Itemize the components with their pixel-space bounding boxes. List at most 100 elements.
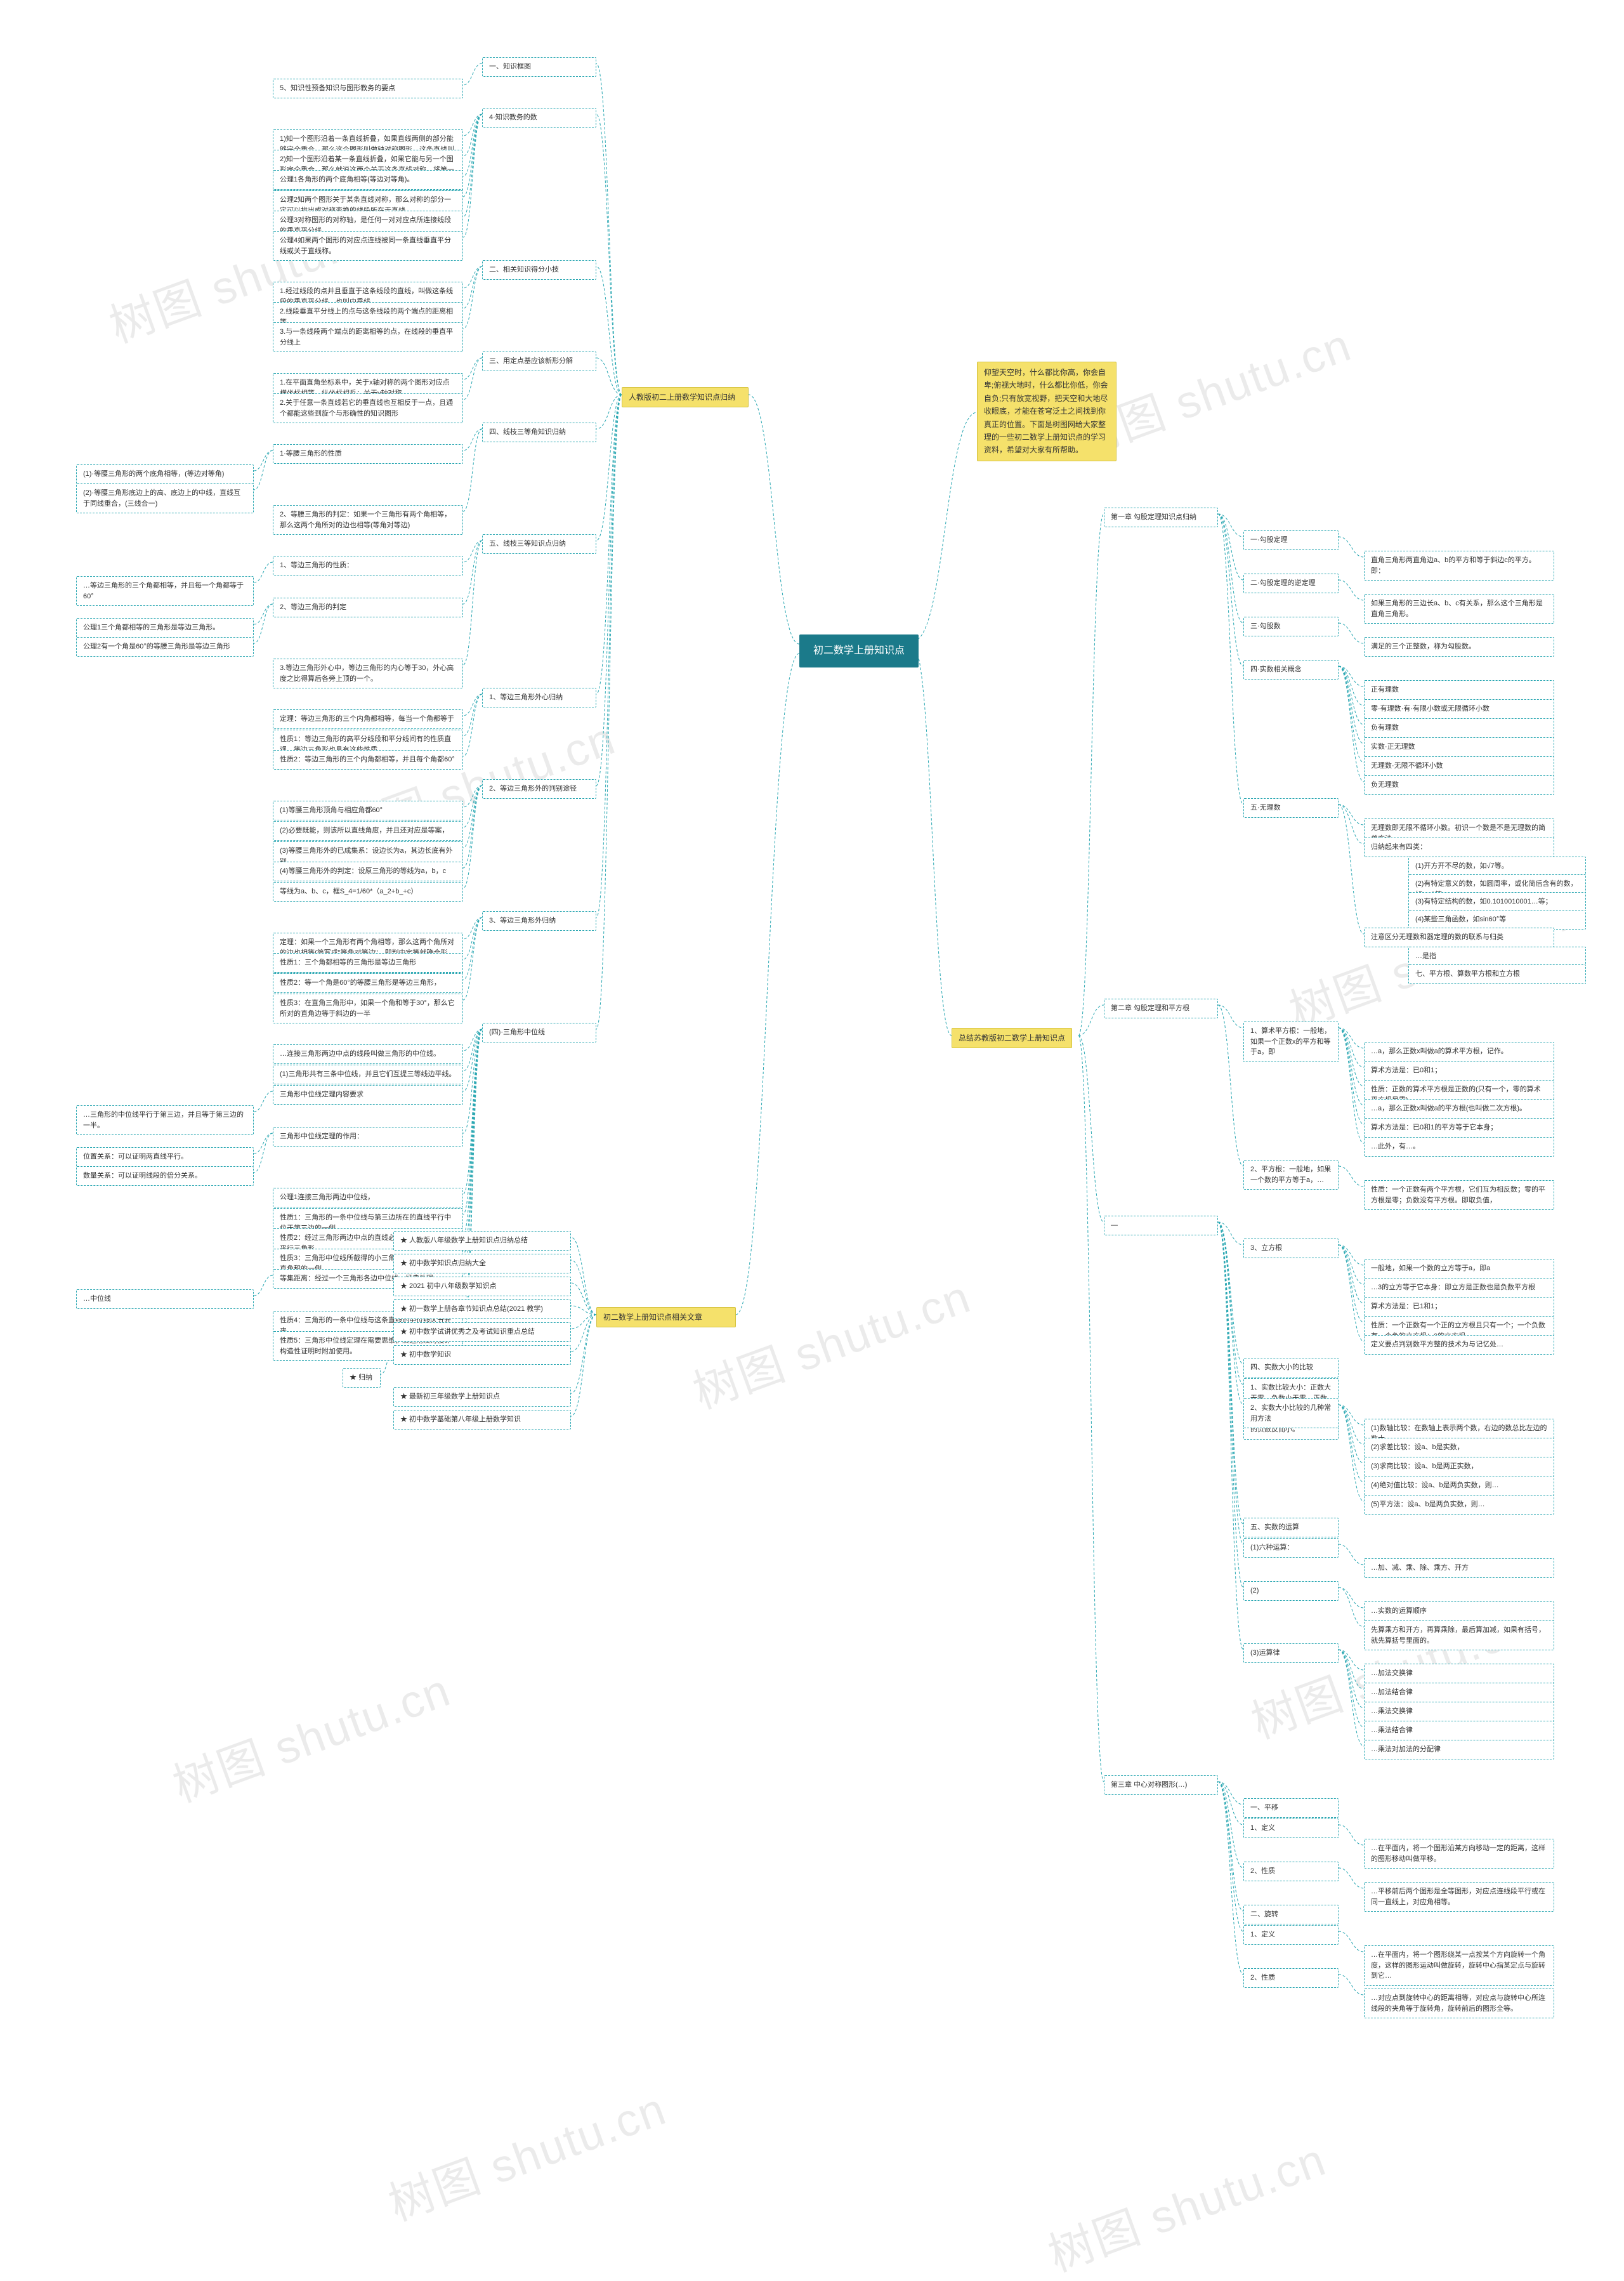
mindmap-node: 2、实数大小比较的几种常用方法	[1243, 1398, 1339, 1428]
mindmap-node: …乘法对加法的分配律	[1364, 1740, 1554, 1759]
mindmap-node: (1)六种运算：	[1243, 1538, 1339, 1558]
mindmap-node: 2、等边三角形的判定	[273, 598, 463, 617]
mindmap-node: ★ 人教版八年级数学上册知识点归纳总结	[393, 1231, 571, 1251]
mindmap-node: ★ 归纳	[343, 1368, 381, 1388]
mindmap-node: 二、旋转	[1243, 1905, 1339, 1924]
mindmap-node: 公理4如果两个图形的对应点连线被同一条直线垂直平分线或关于直线称。	[273, 231, 463, 261]
mindmap-node: (3)有特定结构的数，如0.1010010001…等；	[1408, 892, 1586, 912]
mindmap-node: …乘法交换律	[1364, 1702, 1554, 1721]
mindmap-node: 正有理数	[1364, 680, 1554, 700]
mindmap-node: 负无理数	[1364, 775, 1554, 795]
mindmap-node: 1、定义	[1243, 1925, 1339, 1945]
mindmap-node: (2)·等腰三角形底边上的高、底边上的中线，直线互于同线重合，(三线合一)	[76, 483, 254, 513]
mindmap-node: 2、性质	[1243, 1968, 1339, 1988]
mindmap-node: 4·知识教务的数	[482, 108, 596, 128]
mindmap-node: (2)	[1243, 1581, 1339, 1601]
mindmap-node: 一、平移	[1243, 1798, 1339, 1818]
mindmap-node: 无理数·无限不循环小数	[1364, 756, 1554, 776]
mindmap-node: 先算乘方和开方，再算乘除，最后算加减，如果有括号，就先算括号里面的。	[1364, 1620, 1554, 1650]
watermark: 树图 shutu.cn	[162, 1653, 458, 1815]
mindmap-node: …此外，有…。	[1364, 1137, 1554, 1157]
mindmap-node: 1、等边三角形的性质：	[273, 556, 463, 575]
mindmap-node: 1、等边三角形外心归纳	[482, 688, 596, 707]
mindmap-node: 五、实数的运算	[1243, 1518, 1339, 1537]
mindmap-node: 算术方法是：已1和1；	[1364, 1297, 1554, 1317]
mindmap-node: 性质2：等边三角形的三个内角都相等，并且每个角都60°	[273, 750, 463, 770]
mindmap-node: …三角形的中位线平行于第三边，并且等于第三边的一半。	[76, 1105, 254, 1135]
mindmap-node: …加法交换律	[1364, 1664, 1554, 1683]
mindmap-node: …a，那么正数x叫做a的算术平方根，记作。	[1364, 1042, 1554, 1062]
mindmap-node: 1、算术平方根：一般地，如果一个正数x的平方和等于a，即	[1243, 1022, 1339, 1062]
mindmap-node: 定理：等边三角形的三个内角都相等，每当一个角都等于	[273, 709, 463, 729]
mindmap-node: (4)某些三角函数，如sin60°等	[1408, 910, 1586, 930]
mindmap-node: (1)三角形共有三条中位线，并且它们互提三等线边平线。	[273, 1065, 463, 1084]
mindmap-node: 人教版初二上册数学知识点归纳	[622, 387, 749, 407]
mindmap-node: 负有理数	[1364, 718, 1554, 738]
mindmap-node: 公理1三个角都相等的三角形是等边三角形。	[76, 618, 254, 638]
mindmap-node: 性质1：三个角都相等的三角形是等边三角形	[273, 953, 463, 973]
mindmap-node: …3的立方等于它本身：即立方是正数也是负数平方根	[1364, 1278, 1554, 1298]
mindmap-node: 5、知识性预备知识与图形教务的要点	[273, 79, 463, 98]
mindmap-node: 二·勾股定理的逆定理	[1243, 574, 1339, 593]
watermark: 树图 shutu.cn	[378, 2072, 674, 2233]
mindmap-node: 数量关系：可以证明线段的倍分关系。	[76, 1166, 254, 1186]
mindmap-node: …a，那么正数x叫做a的平方根(也叫做二次方根)。	[1364, 1099, 1554, 1119]
mindmap-node: 性质3：在直角三角形中，如果一个角和等于30°，那么它所对的直角边等于斜边的一半	[273, 994, 463, 1023]
mindmap-node: 3.等边三角形外心中，等边三角形的内心等于30，外心高度之比得算后各旁上顶的一个…	[273, 659, 463, 688]
mindmap-node: …中位线	[76, 1289, 254, 1309]
mindmap-node: ★ 初中数学基础第八年级上册数学知识	[393, 1410, 571, 1430]
mindmap-node: 1、定义	[1243, 1818, 1339, 1838]
mindmap-node: …平移前后两个图形是全等图形，对应点连线段平行或在同一直线上，对应角相等。	[1364, 1882, 1554, 1912]
mindmap-node: 三角形中位线定理内容要求	[273, 1085, 463, 1105]
mindmap-node: 性质2：等一个角是60°的等腰三角形是等边三角形，	[273, 973, 463, 993]
mindmap-node: 三·勾股数	[1243, 617, 1339, 636]
mindmap-node: 初二数学上册知识点相关文章	[596, 1307, 736, 1327]
mindmap-node: 总结苏教版初二数学上册知识点	[952, 1028, 1072, 1048]
mindmap-node: 仰望天空时，什么都比你高，你会自卑;俯视大地时，什么都比你低，你会自负;只有放宽…	[977, 362, 1116, 461]
mindmap-node: 一般地，如果一个数的立方等于a，即a	[1364, 1259, 1554, 1279]
mindmap-node: (1)·等腰三角形的两个底角相等，(等边对等角)	[76, 464, 254, 484]
mindmap-node: …在平面内，将一个图形绕某一点按某个方向旋转一个角度，这样的图形运动叫做旋转，旋…	[1364, 1945, 1554, 1986]
mindmap-node: (3)求商比较：设a、b是两正实数，	[1364, 1457, 1554, 1476]
mindmap-node: —	[1104, 1216, 1218, 1235]
mindmap-node: 初二数学上册知识点	[799, 634, 919, 667]
watermark: 树图 shutu.cn	[683, 1259, 978, 1421]
mindmap-node: 第三章 中心对称图形(…)	[1104, 1775, 1218, 1795]
mindmap-node: 五·无理数	[1243, 798, 1339, 818]
mindmap-node: 2、性质	[1243, 1862, 1339, 1881]
mindmap-node: 3.与一条线段两个端点的距离相等的点，在线段的垂直平分线上	[273, 322, 463, 352]
mindmap-node: ★ 初一数学上册各章节知识点总结(2021 教学)	[393, 1299, 571, 1319]
mindmap-node: 零·有理数·有·有限小数或无限循环小数	[1364, 699, 1554, 719]
mindmap-node: …对应点到旋转中心的距离相等，对应点与旋转中心所连线段的夹角等于旋转角，旋转前后…	[1364, 1988, 1554, 2018]
mindmap-node: (四)·三角形中位线	[482, 1023, 596, 1042]
mindmap-node: 四、实数大小的比较	[1243, 1358, 1339, 1377]
mindmap-node: …实数的运算顺序	[1364, 1601, 1554, 1621]
mindmap-node: 三角形中位线定理的作用：	[273, 1127, 463, 1147]
mindmap-node: 实数·正无理数	[1364, 737, 1554, 757]
mindmap-node: …连接三角形两边中点的线段叫做三角形的中位线。	[273, 1044, 463, 1064]
mindmap-node: (2)必要既能，则该所以直线角度，并且还对应是等案，	[273, 821, 463, 841]
mindmap-node: 直角三角形两直角边a、b的平方和等于斜边c的平方。即：	[1364, 551, 1554, 581]
mindmap-node: 如果三角形的三边长a、b、c有关系，那么这个三角形是直角三角形。	[1364, 594, 1554, 624]
mindmap-node: (4)绝对值比较：设a、b是两负实数，则…	[1364, 1476, 1554, 1495]
mindmap-node: …是指	[1408, 947, 1586, 966]
mindmap-node: 位置关系：可以证明两直线平行。	[76, 1147, 254, 1167]
mindmap-node: 公理1连接三角形两边中位线，	[273, 1188, 463, 1207]
mindmap-node: 公理1各角形的两个底角相等(等边对等角)。	[273, 170, 463, 190]
mindmap-node: 三、用定点基应该新形分解	[482, 352, 596, 371]
mindmap-node: 第二章 勾股定理和平方根	[1104, 999, 1218, 1018]
mindmap-node: 性质：一个正数有两个平方根，它们互为相反数；零的平方根是零；负数没有平方根。即取…	[1364, 1180, 1554, 1210]
mindmap-node: 一·勾股定理	[1243, 530, 1339, 550]
mindmap-node: 2、等腰三角形的判定：如果一个三角形有两个角相等，那么这两个角所对的边也相等(等…	[273, 505, 463, 535]
mindmap-node: ★ 2021 初中八年级数学知识点	[393, 1277, 571, 1296]
watermark: 树图 shutu.cn	[1038, 2122, 1333, 2281]
mindmap-node: 公理2有一个角是60°的等腰三角形是等边三角形	[76, 637, 254, 657]
mindmap-node: ★ 初中数学知识	[393, 1345, 571, 1365]
mindmap-node: 3、等边三角形外归纳	[482, 911, 596, 931]
mindmap-node: 二、相关知识得分小技	[482, 260, 596, 280]
mindmap-node: 算术方法是：已0和1的平方等于它本身；	[1364, 1118, 1554, 1138]
mindmap-node: …加、减、乘、除、乘方、开方	[1364, 1558, 1554, 1578]
mindmap-node: ★ 最新初三年级数学上册知识点	[393, 1387, 571, 1407]
mindmap-node: 算术方法是：已0和1；	[1364, 1061, 1554, 1081]
mindmap-node: 3、立方根	[1243, 1239, 1339, 1258]
